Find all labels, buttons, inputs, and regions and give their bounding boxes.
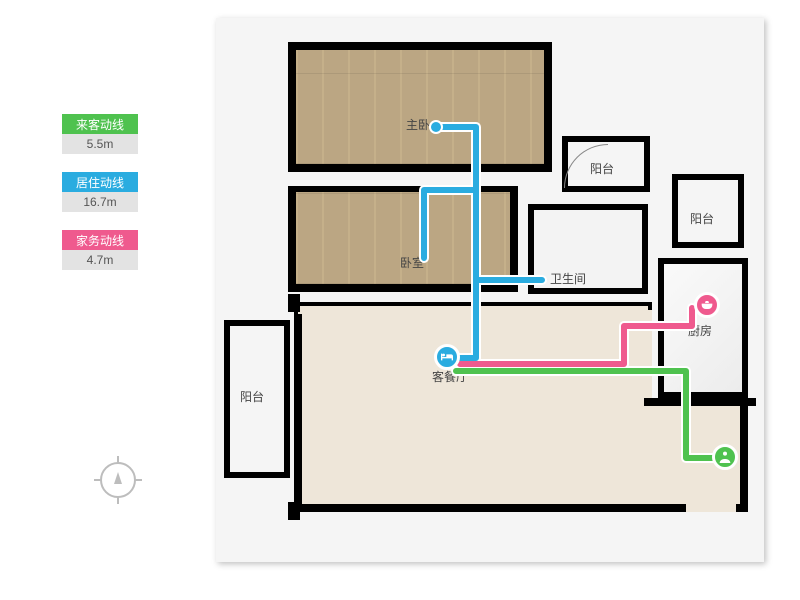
room-living: [294, 302, 652, 512]
label-bathroom: 卫生间: [550, 270, 586, 287]
label-balcony-right: 阳台: [690, 210, 714, 227]
floorplan: 主卧 卧室 阳台 阳台 卫生间 厨房 阳台 客餐厅: [216, 18, 764, 562]
compass-icon: [100, 462, 136, 498]
room-bathroom: [528, 204, 648, 294]
node-bed-icon: [434, 344, 460, 370]
label-balcony-left: 阳台: [240, 388, 264, 405]
legend-distance: 5.5m: [62, 134, 138, 154]
label-bedroom: 卧室: [400, 254, 424, 271]
label-kitchen: 厨房: [688, 322, 712, 339]
legend: 来客动线 5.5m 居住动线 16.7m 家务动线 4.7m: [62, 114, 138, 288]
legend-item-chore: 家务动线 4.7m: [62, 230, 138, 270]
node-entry-icon: [712, 444, 738, 470]
legend-label: 居住动线: [62, 172, 138, 192]
legend-distance: 16.7m: [62, 192, 138, 212]
room-master-bedroom: [288, 42, 552, 172]
legend-label: 家务动线: [62, 230, 138, 250]
room-bedroom: [288, 186, 518, 292]
legend-item-living: 居住动线 16.7m: [62, 172, 138, 212]
label-living: 客餐厅: [432, 368, 468, 385]
node-kitchen-icon: [694, 292, 720, 318]
legend-distance: 4.7m: [62, 250, 138, 270]
label-master-bedroom: 主卧: [406, 116, 430, 133]
legend-item-guest: 来客动线 5.5m: [62, 114, 138, 154]
legend-label: 来客动线: [62, 114, 138, 134]
